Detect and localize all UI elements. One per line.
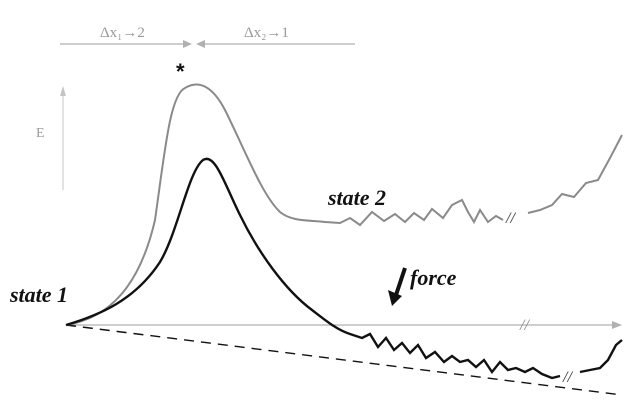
grey-energy-curve (65, 83, 623, 326)
state-2-label: state 2 (327, 185, 386, 210)
force-arrow-shaft (394, 267, 407, 296)
transition-state-star: * (176, 59, 185, 84)
energy-axis-head (60, 86, 66, 96)
axis-break-mark: // (519, 317, 530, 334)
force-label: force (410, 265, 457, 290)
energy-axis-label: E (36, 126, 45, 141)
tilt-dashed-line (65, 324, 623, 396)
top-left-arrow-head (183, 40, 192, 48)
reaction-axis-head (612, 321, 622, 329)
force-arrow (388, 267, 407, 306)
top-right-label: Δx₂→1 (244, 25, 289, 41)
black-energy-curve (65, 157, 623, 380)
top-right-arrow-head (196, 40, 205, 48)
force-arrow-head (388, 290, 402, 306)
top-arrows: Δx₁→2 Δx₂→1 (60, 25, 355, 48)
energy-axis: E (36, 86, 66, 190)
state-1-label: state 1 (9, 282, 68, 307)
grey-curve-break-mark: // (505, 210, 516, 227)
black-curve-break-mark: // (562, 369, 573, 386)
reaction-axis: // (66, 317, 622, 334)
top-left-label: Δx₁→2 (100, 25, 145, 41)
